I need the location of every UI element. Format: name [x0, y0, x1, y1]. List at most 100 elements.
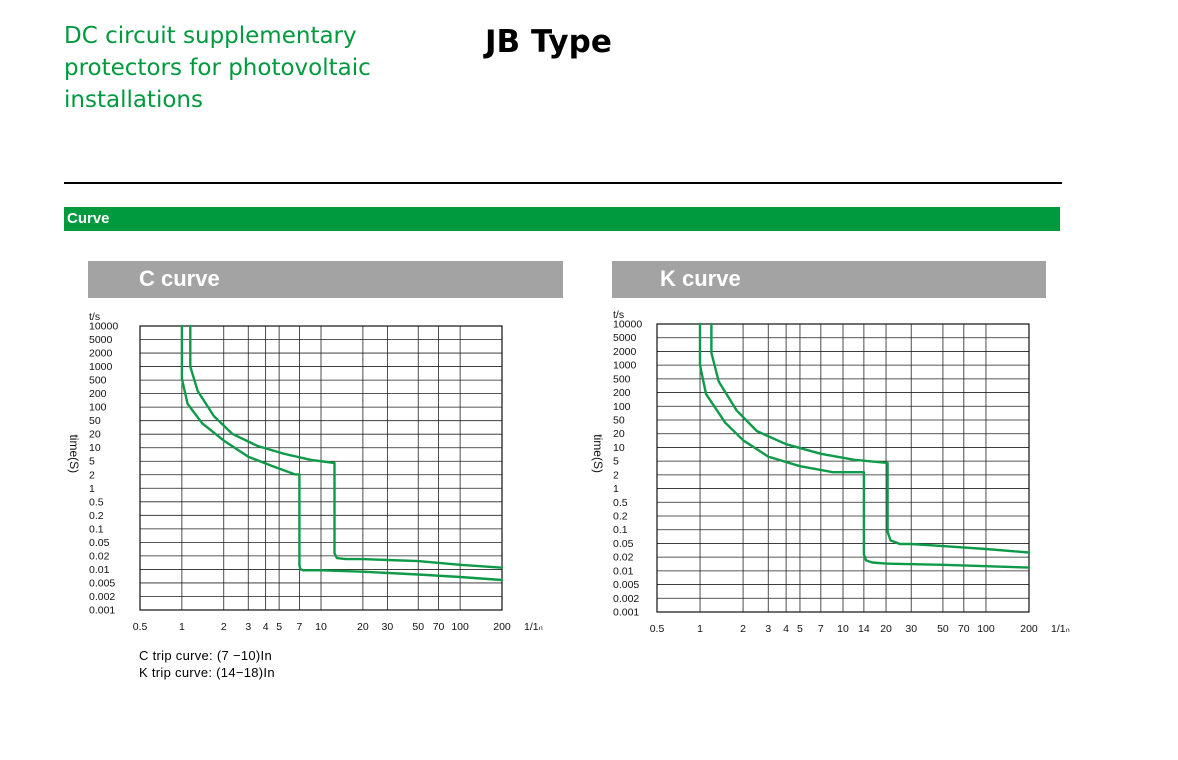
y-tick-label: 20 [613, 428, 625, 440]
x-tick-label: 5 [797, 623, 803, 635]
y-tick-label: 5 [89, 456, 95, 468]
title-line: installations [64, 87, 203, 113]
trip-curve-line-1 [180, 324, 504, 582]
x-tick-label: 14 [858, 623, 870, 635]
x-tick-label: 100 [977, 623, 995, 635]
y-tick-label: 200 [89, 388, 107, 400]
x-tick-label: 50 [412, 621, 424, 633]
x-tick-label: 20 [880, 623, 892, 635]
x-tick-label: 4 [783, 623, 789, 635]
x-tick-label: 3 [765, 623, 771, 635]
chart-header: K curve [612, 261, 1046, 298]
y-tick-label: 0.1 [89, 523, 104, 535]
y-tick-label: 50 [613, 415, 625, 427]
y-tick-label: 2000 [89, 348, 113, 360]
y-tick-label: 5000 [613, 332, 637, 344]
x-tick-label: 2 [740, 623, 746, 635]
chart-title: C curve [139, 266, 220, 291]
y-tick-label: 0.002 [613, 593, 639, 605]
y-tick-label: 0.005 [89, 577, 115, 589]
y-tick-label: 1000 [89, 361, 113, 373]
y-tick-label: 5 [613, 456, 619, 468]
y-tick-label: 10000 [89, 321, 118, 333]
x-tick-label: 4 [263, 621, 269, 633]
y-tick-label: 10 [613, 442, 625, 454]
c-curve-chart: C curve 10000 5000 2000 1000 500 200 100 50 20 10… [56, 258, 576, 638]
y-tick-label: 50 [89, 415, 101, 427]
x-tick-label: 70 [433, 621, 445, 633]
x-tick-label: 5 [276, 621, 282, 633]
chart-svg: 100005000200010005002001005020105210.50.… [591, 309, 1070, 635]
x-tick-label: 30 [905, 623, 917, 635]
y-tick-label: 500 [89, 375, 107, 387]
y-tick-label: 200 [613, 387, 631, 399]
y-tick-label: 0.2 [89, 510, 104, 522]
y-tick-label: 0.2 [613, 511, 628, 523]
chart-svg: 100005000200010005002001005020105210.50.… [67, 311, 543, 633]
x-tick-label: 10 [837, 623, 849, 635]
y-tick-label: 5000 [89, 334, 113, 346]
chart-title: K curve [660, 266, 741, 291]
plot-frame [656, 323, 1030, 613]
title-line: DC circuit supplementary [64, 23, 357, 49]
title-line: protectors for photovoltaic [64, 55, 371, 81]
trip-note-k: K trip curve: (14−18)In [139, 665, 275, 680]
y-tick-label: 0.1 [613, 524, 628, 536]
trip-curve-line-2 [189, 324, 504, 569]
y-tick-label: 1 [613, 483, 619, 495]
trip-curve-line-2 [710, 322, 1031, 554]
y-tick-label: 0.05 [613, 538, 634, 550]
y-tick-label: 0.01 [613, 565, 634, 577]
y-axis-title: time(S) [591, 434, 605, 473]
x-tick-label: 1 [179, 621, 185, 633]
x-tick-label: 1 [697, 623, 703, 635]
y-tick-label: 2 [89, 469, 95, 481]
y-unit-label: t/s [613, 309, 624, 321]
y-tick-label: 20 [89, 429, 101, 441]
x-tick-label: 30 [382, 621, 394, 633]
y-tick-label: 2000 [613, 346, 637, 358]
product-name: JB Type [485, 24, 612, 60]
trip-note-c: C trip curve: (7 −10)In [139, 648, 272, 663]
x-tick-label: 0.5 [650, 623, 665, 635]
divider-rule [64, 182, 1062, 184]
y-axis-title: time(S) [67, 434, 81, 473]
y-tick-label: 1000 [613, 360, 637, 372]
y-tick-label: 500 [613, 373, 631, 385]
x-tick-label: 7 [297, 621, 303, 633]
y-tick-label: 0.05 [89, 537, 110, 549]
y-tick-label: 0.02 [89, 550, 110, 562]
y-tick-label: 0.01 [89, 564, 110, 576]
x-tick-label: 100 [451, 621, 469, 633]
y-tick-label: 0.02 [613, 552, 634, 564]
x-tick-label: 0.5 [133, 621, 148, 633]
x-tick-label: 7 [818, 623, 824, 635]
y-tick-label: 2 [613, 469, 619, 481]
y-tick-label: 0.001 [613, 607, 639, 619]
x-tick-label: 2 [221, 621, 227, 633]
x-tick-label: 200 [493, 621, 511, 633]
x-unit-label: 1/1ₙ [1051, 623, 1070, 635]
y-tick-label: 0.001 [89, 605, 115, 617]
x-tick-label: 200 [1020, 623, 1038, 635]
x-tick-label: 10 [315, 621, 327, 633]
section-title: Curve [67, 210, 110, 227]
y-tick-label: 0.002 [89, 591, 115, 603]
trip-curve-line-1 [698, 322, 1031, 569]
chart-header: C curve [88, 261, 563, 298]
y-tick-label: 0.5 [89, 496, 104, 508]
y-tick-label: 0.5 [613, 497, 628, 509]
y-unit-label: t/s [89, 311, 100, 323]
y-tick-label: 10000 [613, 319, 642, 331]
x-unit-label: 1/1ₙ [524, 621, 543, 633]
trip-curve-notes: C trip curve: (7 −10)In K trip curve: (1… [139, 647, 275, 681]
document-title: DC circuit supplementary protectors for … [64, 20, 424, 116]
k-curve-chart: K curve 10000 5000 2000 1000 500 200 100 50 20 10… [580, 258, 1100, 638]
plot-frame [139, 325, 503, 611]
x-tick-label: 3 [245, 621, 251, 633]
x-tick-label: 20 [357, 621, 369, 633]
x-tick-label: 50 [937, 623, 949, 635]
x-tick-label: 70 [958, 623, 970, 635]
y-tick-label: 1 [89, 483, 95, 495]
section-band: Curve [64, 207, 1060, 231]
